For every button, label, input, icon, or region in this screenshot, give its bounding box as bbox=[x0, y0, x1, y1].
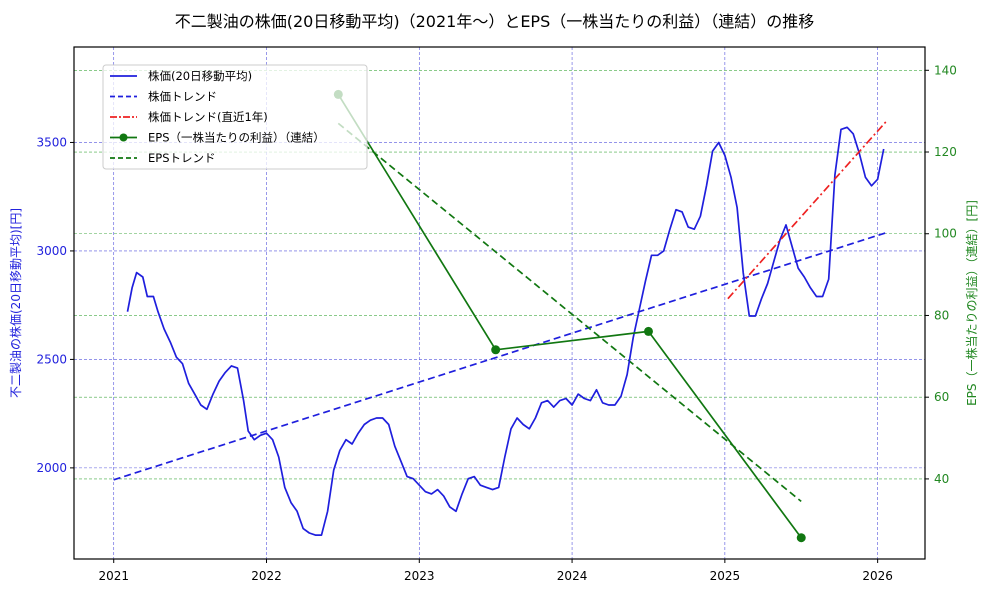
y-axis-left: 2000 2500 3000 3500 bbox=[36, 135, 74, 475]
legend-label: 株価トレンド bbox=[148, 90, 217, 104]
y-right-tick-label: 80 bbox=[934, 308, 949, 322]
y-axis-right-label: EPS（一株当たりの利益）（連結）[円] bbox=[964, 200, 979, 406]
plot-frame bbox=[73, 46, 926, 560]
series-line bbox=[126, 126, 885, 536]
x-tick-label: 2024 bbox=[557, 569, 588, 583]
y-right-tick-label: 40 bbox=[934, 472, 949, 486]
y-right-tick-label: 60 bbox=[934, 390, 949, 404]
legend-label: 株価(20日移動平均) bbox=[148, 69, 252, 83]
eps-marker bbox=[643, 326, 653, 336]
y-left-tick-label: 3000 bbox=[36, 244, 67, 258]
legend-label: EPS（一株当たりの利益）（連結） bbox=[148, 131, 325, 145]
chart-title: 不二製油の株価(20日移動平均)（2021年～）とEPS（一株当たりの利益）（連… bbox=[174, 12, 815, 31]
y-right-tick-label: 120 bbox=[934, 145, 957, 159]
eps-marker bbox=[491, 345, 501, 355]
y-left-tick-label: 2000 bbox=[36, 461, 67, 475]
legend-box bbox=[102, 64, 368, 170]
x-axis: 2021 2022 2023 2024 2025 2026 bbox=[98, 559, 893, 583]
series-line bbox=[337, 93, 802, 539]
y-axis-right: 40 60 80 100 120 140 bbox=[925, 63, 957, 486]
series-line bbox=[337, 122, 802, 503]
y-right-tick-label: 140 bbox=[934, 63, 957, 77]
series-line bbox=[727, 120, 888, 300]
x-tick-label: 2026 bbox=[862, 569, 893, 583]
y-right-tick-label: 100 bbox=[934, 227, 957, 241]
x-tick-label: 2023 bbox=[404, 569, 435, 583]
legend-label: 株価トレンド(直近1年) bbox=[148, 110, 268, 124]
x-tick-label: 2022 bbox=[251, 569, 282, 583]
series-layer bbox=[113, 89, 888, 543]
x-tick-label: 2021 bbox=[98, 569, 129, 583]
y-axis-left-label: 不二製油の株価(20日移動平均)[円] bbox=[8, 208, 23, 398]
series-line bbox=[113, 231, 888, 481]
eps-marker bbox=[796, 533, 806, 543]
legend-marker bbox=[119, 133, 128, 142]
legend-label: EPSトレンド bbox=[148, 151, 216, 165]
grid-left bbox=[74, 142, 925, 469]
y-left-tick-label: 2500 bbox=[36, 352, 67, 366]
x-tick-label: 2025 bbox=[710, 569, 741, 583]
y-left-tick-label: 3500 bbox=[36, 135, 67, 149]
